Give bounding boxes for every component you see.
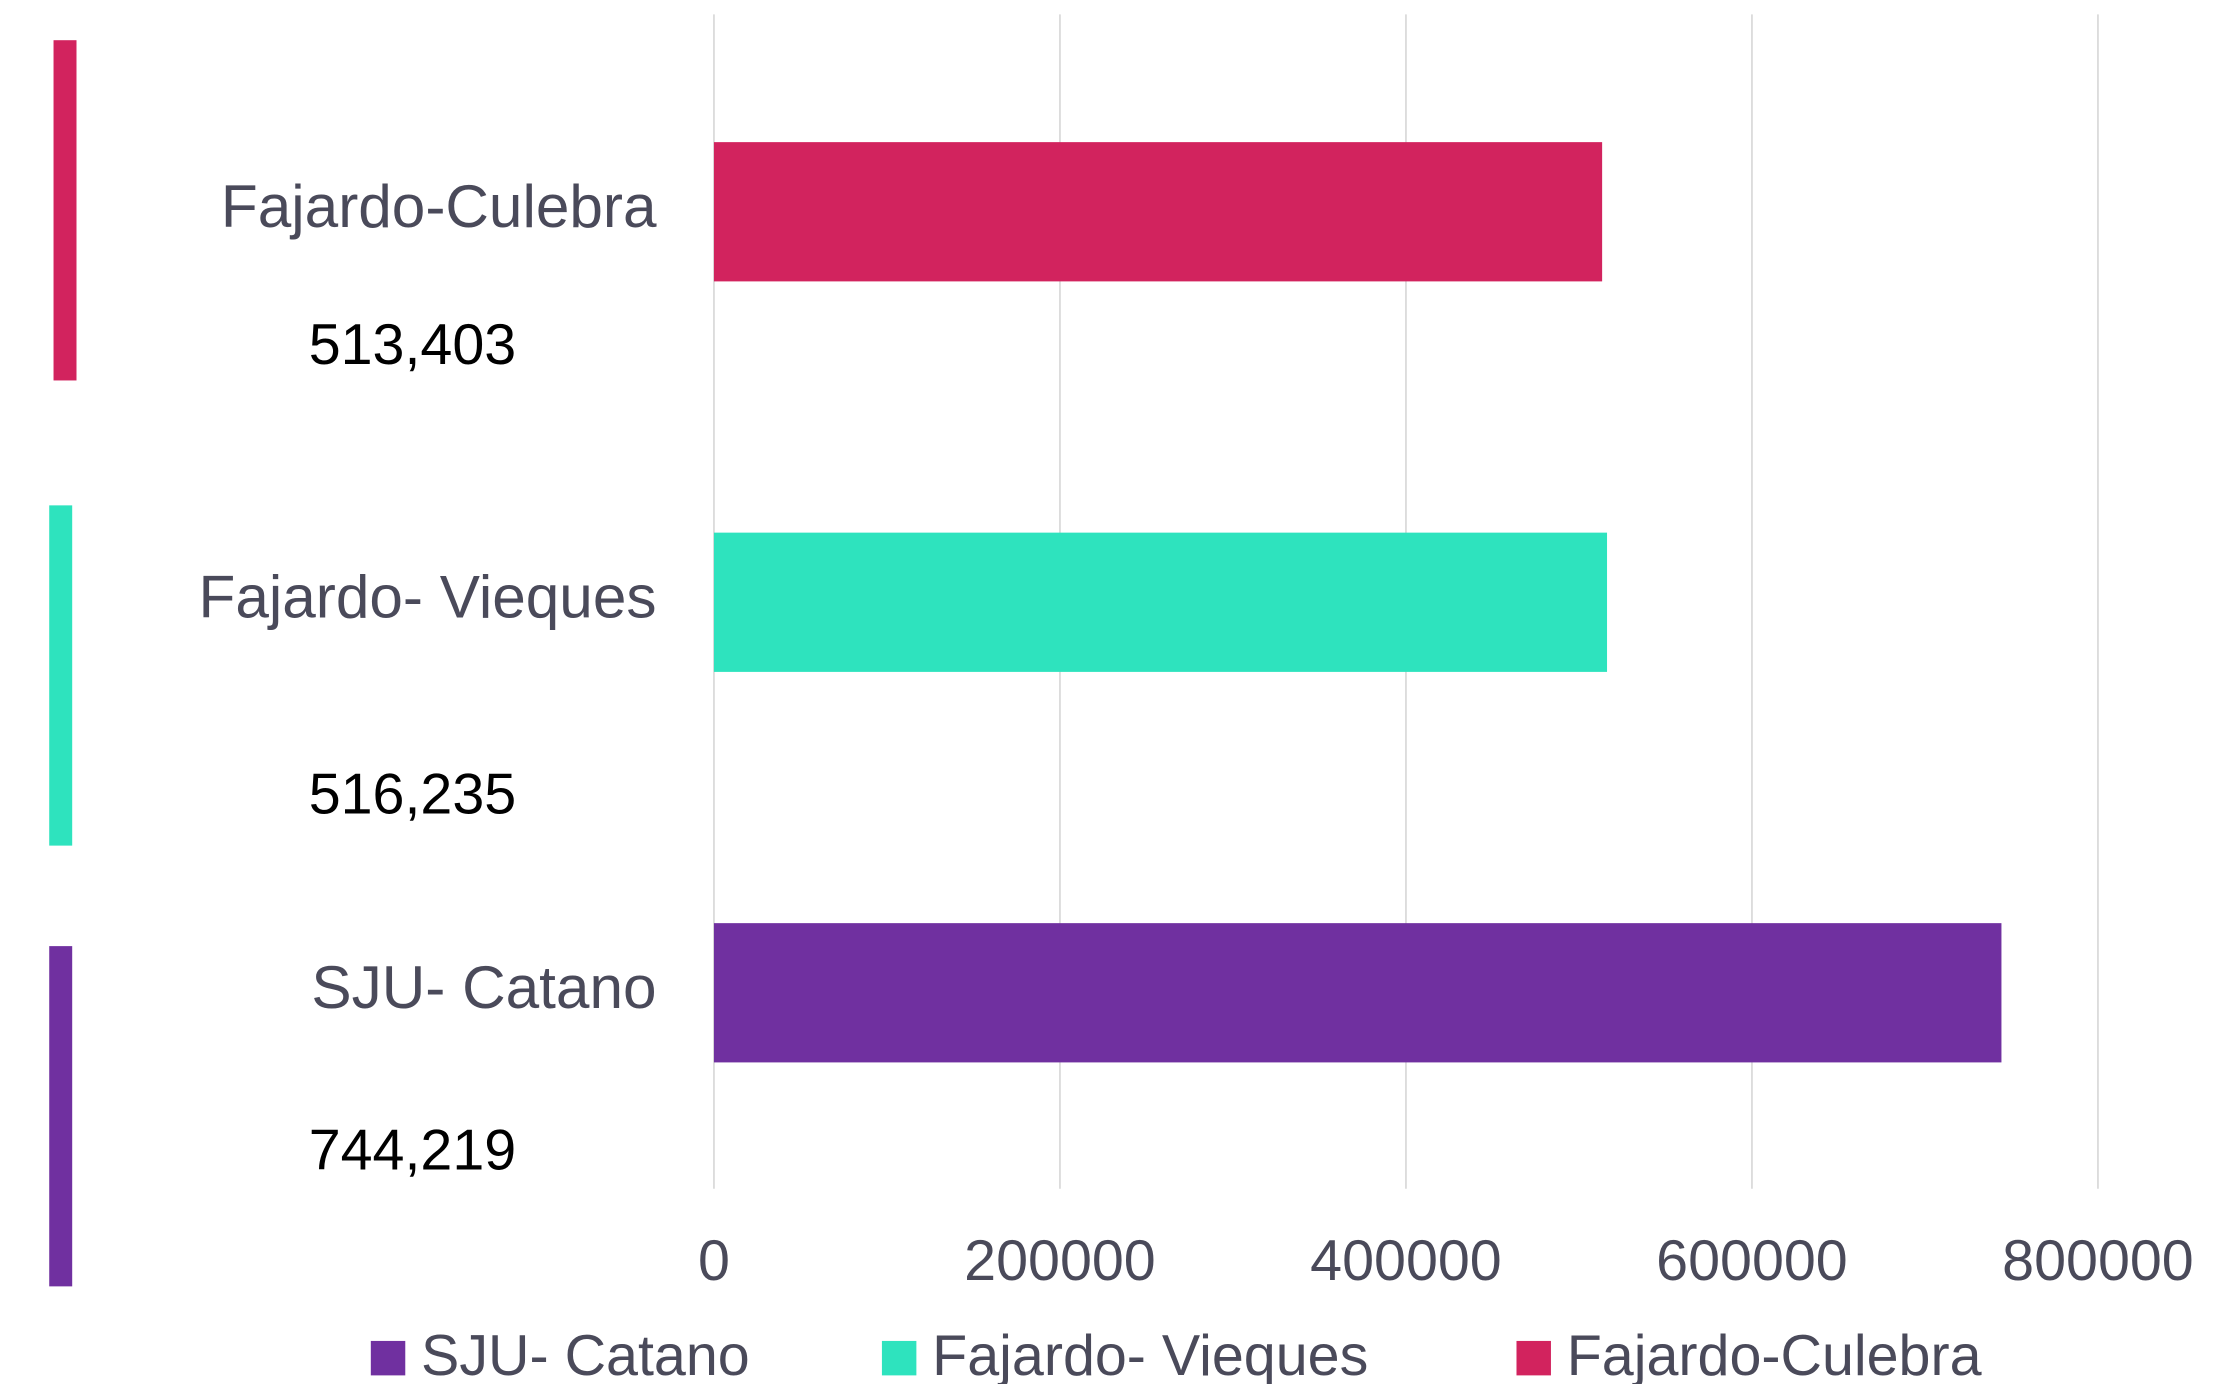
category-accent (53, 40, 77, 381)
category-accent (49, 505, 73, 846)
x-tick-label: 600000 (1656, 1229, 1848, 1293)
bar (713, 532, 1608, 672)
x-tick-label: 800000 (2002, 1229, 2194, 1293)
data-label: 513,403 (309, 313, 517, 377)
data-label: 516,235 (309, 762, 517, 826)
legend-label: Fajardo-Culebra (1567, 1324, 1982, 1384)
legend-swatch (1516, 1340, 1551, 1376)
x-tick-label: 0 (698, 1229, 730, 1293)
bar (713, 923, 2002, 1063)
y-tick-label: Fajardo-Culebra (221, 172, 657, 240)
legend-label: SJU- Catano (421, 1324, 750, 1384)
x-tick-label: 400000 (1310, 1229, 1502, 1293)
bar (713, 142, 1603, 282)
y-tick-label: SJU- Catano (311, 953, 656, 1021)
data-label: 744,219 (309, 1118, 517, 1182)
legend-swatch (881, 1340, 917, 1376)
legend-swatch (370, 1340, 406, 1376)
y-tick-label: Fajardo- Vieques (199, 562, 657, 630)
category-accent (49, 946, 73, 1287)
x-tick-label: 200000 (964, 1229, 1156, 1293)
legend-label: Fajardo- Vieques (932, 1324, 1368, 1384)
